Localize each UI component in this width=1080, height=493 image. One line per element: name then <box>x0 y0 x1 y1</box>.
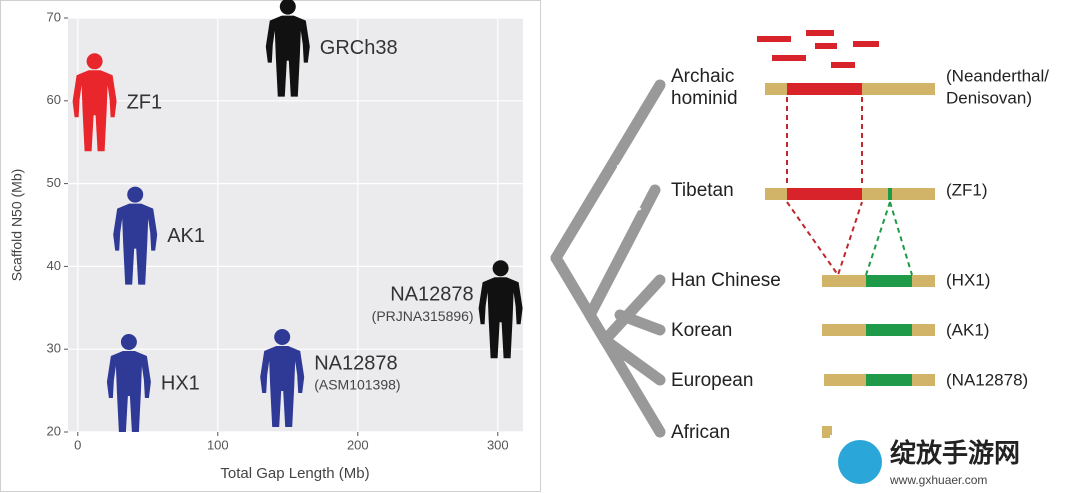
sample-label: Denisovan) <box>946 88 1032 107</box>
population-label: Han Chinese <box>671 270 781 291</box>
x-tick-label: 300 <box>487 437 509 452</box>
introgression-lines <box>786 97 913 278</box>
point-sublabel: (PRJNA315896) <box>372 308 474 324</box>
x-tick-label: 200 <box>347 437 369 452</box>
y-tick-label: 20 <box>47 423 61 438</box>
population-label: Tibetan <box>671 180 734 201</box>
tibetan-segments <box>866 188 912 386</box>
y-tick-label: 50 <box>47 175 61 190</box>
sample-label: (AK1) <box>946 320 989 339</box>
person-marker <box>106 333 151 432</box>
y-tick-label: 70 <box>47 9 61 24</box>
point-sublabel: (ASM101398) <box>314 377 400 393</box>
person-body <box>260 346 305 428</box>
person-body <box>265 15 310 97</box>
population-label: Archaic <box>671 66 734 87</box>
plot: 20 30 40 50 60 70 0 100 200 300 ZF1 GRCh38 AK1 NA1287… <box>47 0 523 452</box>
y-axis-label: Scaffold N50 (Mb) <box>9 169 25 282</box>
sample-label: (Neanderthal/ <box>946 66 1049 85</box>
watermark-url: www.gxhuaer.com <box>889 473 987 487</box>
person-body <box>478 277 523 359</box>
person-marker <box>265 0 310 97</box>
person-head <box>279 0 296 15</box>
sample-label: (NA12878) <box>946 370 1028 389</box>
watermark: 绽放手游网 www.gxhuaer.com <box>830 435 1078 491</box>
person-head <box>127 186 144 203</box>
population-label: Korean <box>671 320 732 341</box>
x-axis-label: Total Gap Length (Mb) <box>220 465 369 482</box>
person-head <box>120 333 137 350</box>
watermark-name: 绽放手游网 <box>890 438 1020 468</box>
person-body <box>106 350 151 432</box>
y-tick-label: 30 <box>47 341 61 356</box>
population-label: European <box>671 370 753 391</box>
person-marker <box>260 329 305 428</box>
point-label: HX1 <box>161 372 200 394</box>
person-marker <box>72 53 117 152</box>
population-label: hominid <box>671 88 738 109</box>
x-tick-label: 0 <box>74 437 81 452</box>
tree-gap <box>616 164 642 211</box>
y-tick-label: 60 <box>47 92 61 107</box>
person-head <box>86 53 103 70</box>
person-head <box>274 329 291 346</box>
point-label: NA12878 <box>314 352 397 374</box>
point-label: AK1 <box>167 225 205 247</box>
archaic-segments <box>757 30 879 200</box>
person-head <box>492 260 509 277</box>
sample-label: (ZF1) <box>946 180 988 199</box>
tree <box>550 79 666 438</box>
person-body <box>113 203 158 285</box>
sample-label: (HX1) <box>946 270 990 289</box>
population-label: African <box>671 422 730 443</box>
x-tick-label: 100 <box>207 437 229 452</box>
point-label: ZF1 <box>127 92 163 114</box>
y-tick-label: 40 <box>47 258 61 273</box>
person-body <box>72 70 117 152</box>
person-marker <box>113 186 158 285</box>
point-label: GRCh38 <box>320 37 398 59</box>
point-label: NA12878 <box>390 284 473 306</box>
person-marker <box>478 260 523 359</box>
